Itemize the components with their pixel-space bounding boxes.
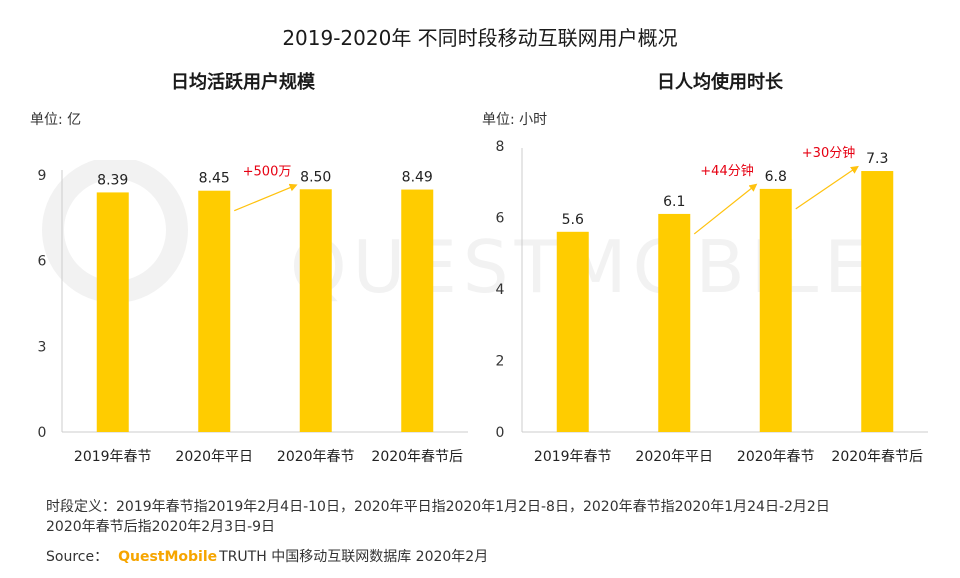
y-tick-label: 9 <box>38 168 47 184</box>
x-tick-label: 2020年平日 <box>635 449 713 465</box>
delta-label: +500万 <box>243 164 292 179</box>
bar-value-label: 8.39 <box>97 172 128 188</box>
chart-title: 日人均使用时长 <box>657 71 784 93</box>
y-tick-label: 0 <box>38 425 47 441</box>
footnote-line-2: 2020年春节后指2020年2月3日-9日 <box>46 519 276 535</box>
x-tick-label: 2020年春节后 <box>831 449 923 465</box>
x-tick-label: 2020年平日 <box>175 449 253 465</box>
bar <box>299 189 332 432</box>
y-tick-label: 3 <box>38 339 47 355</box>
delta-label: +44分钟 <box>700 163 753 179</box>
bar <box>759 188 792 432</box>
unit-label: 单位: 亿 <box>30 112 81 128</box>
x-tick-label: 2019年春节 <box>74 449 152 465</box>
footnote-line-1: 时段定义：2019年春节指2019年2月4日-10日，2020年平日指2020年… <box>46 499 830 515</box>
delta-arrow <box>693 183 758 235</box>
y-tick-label: 2 <box>496 354 505 370</box>
source-label: Source： <box>46 549 109 565</box>
bar-value-label: 6.8 <box>765 169 787 185</box>
bar-value-label: 8.50 <box>300 169 331 185</box>
chart-daily-active-users: 日均活跃用户规模 单位: 亿 0 3 6 9 8.39 2019年春节 8.45 2020年… <box>0 0 480 480</box>
chart-svg-usage: 日人均使用时长 单位: 小时 0 2 4 6 8 5.6 2019年春节 6.1 2020年平… <box>482 71 928 465</box>
bar-value-label: 5.6 <box>562 212 584 228</box>
bar-value-label: 8.45 <box>199 171 230 187</box>
source-line: Source： QuestMobile TRUTH 中国移动互联网数据库 2020年… <box>46 546 488 566</box>
x-tick-label: 2019年春节 <box>534 449 612 465</box>
x-tick-label: 2020年春节后 <box>371 449 463 465</box>
bar <box>96 192 129 432</box>
unit-label: 单位: 小时 <box>482 112 547 128</box>
bar-value-label: 7.3 <box>866 151 888 167</box>
chart-title: 日均活跃用户规模 <box>171 71 316 93</box>
chart-daily-usage-time: 日人均使用时长 单位: 小时 0 2 4 6 8 5.6 2019年春节 6.1 2020年平… <box>480 0 960 480</box>
source-rest: TRUTH 中国移动互联网数据库 2020年2月 <box>219 549 489 565</box>
chart-svg-dau: 日均活跃用户规模 单位: 亿 0 3 6 9 8.39 2019年春节 8.45 2020年… <box>30 71 468 465</box>
y-tick-label: 6 <box>38 254 47 270</box>
delta-arrow <box>234 183 298 212</box>
delta-arrow <box>795 165 859 210</box>
bar <box>861 171 894 432</box>
delta-label: +30分钟 <box>802 145 855 161</box>
y-tick-label: 8 <box>496 139 505 155</box>
bar <box>658 213 691 432</box>
source-brand: QuestMobile <box>118 549 218 565</box>
y-tick-label: 0 <box>496 425 505 441</box>
main-title: 2019-2020年 不同时段移动互联网用户概况 <box>282 26 678 50</box>
bar <box>556 231 589 432</box>
bar <box>198 190 231 432</box>
y-tick-label: 4 <box>496 282 505 298</box>
bar-value-label: 6.1 <box>663 194 685 210</box>
bar <box>401 189 434 432</box>
y-tick-label: 6 <box>496 211 505 227</box>
x-tick-label: 2020年春节 <box>737 449 815 465</box>
x-tick-label: 2020年春节 <box>277 449 355 465</box>
bar-value-label: 8.49 <box>402 170 433 186</box>
